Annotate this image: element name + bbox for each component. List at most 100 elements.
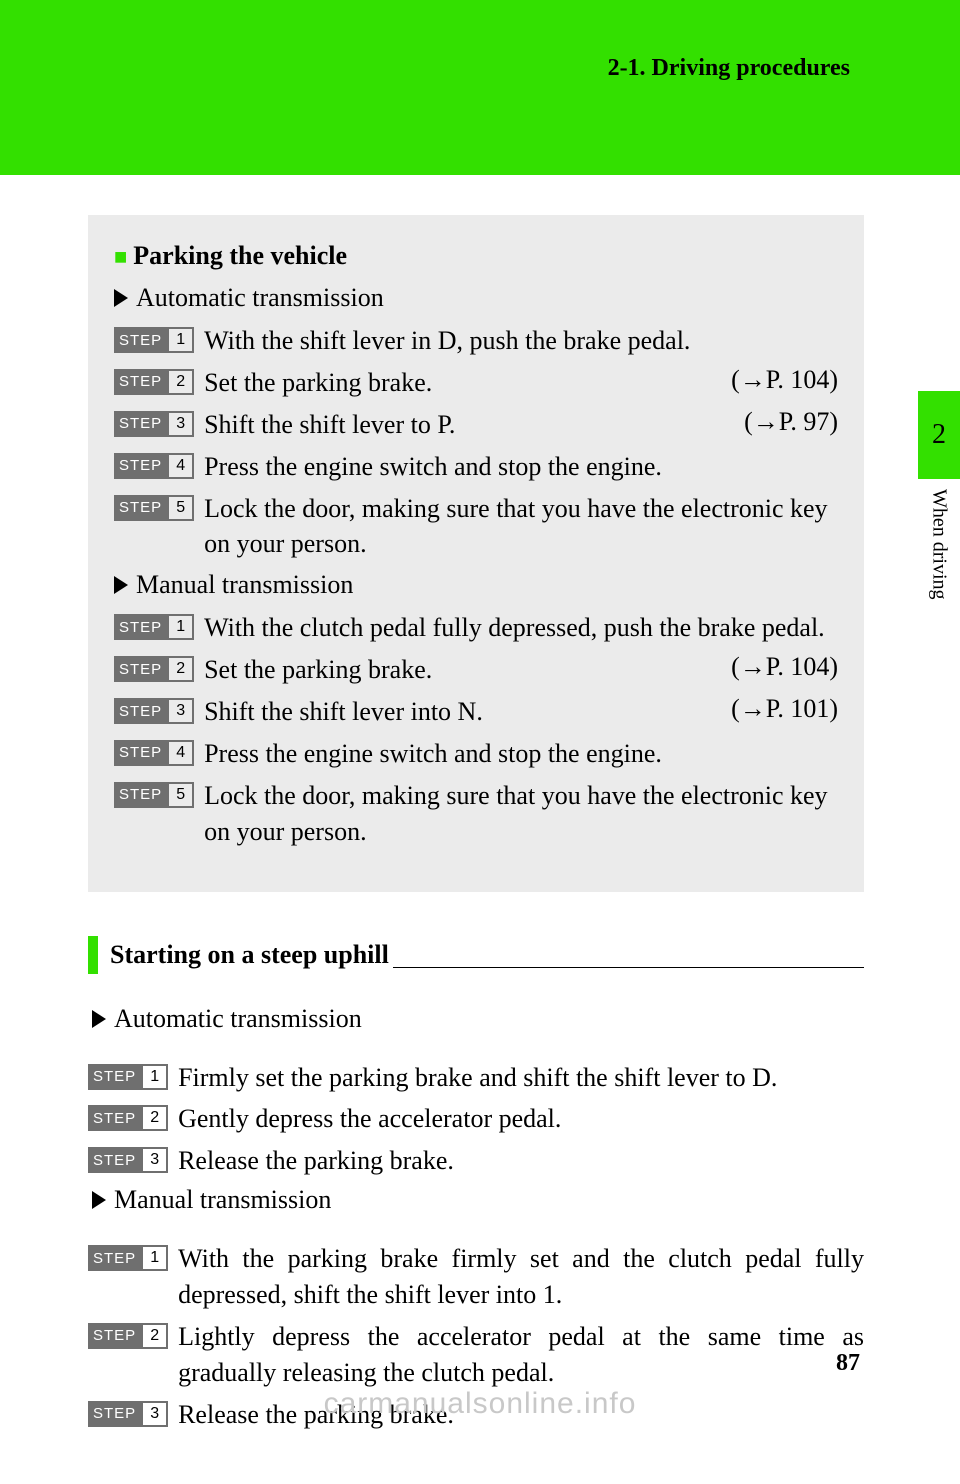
- step-text: Press the engine switch and stop the eng…: [194, 736, 838, 772]
- chapter-tab: 2: [918, 391, 960, 479]
- step-text: Set the parking brake.: [194, 652, 723, 688]
- manual-trans-text-2: Manual transmission: [114, 1185, 331, 1214]
- step-row: STEP2Lightly depress the accelerator ped…: [88, 1319, 864, 1391]
- step-number: 3: [141, 1401, 168, 1427]
- step-row: STEP4Press the engine switch and stop th…: [114, 736, 838, 772]
- triangle-icon: [92, 1010, 106, 1028]
- step-number: 3: [141, 1147, 168, 1173]
- step-row: STEP1With the clutch pedal fully depress…: [114, 610, 838, 646]
- step-row: STEP1With the shift lever in D, push the…: [114, 323, 838, 359]
- step-number: 1: [167, 614, 194, 640]
- step-badge: STEP3: [114, 698, 194, 724]
- section-title: Starting on a steep uphill: [110, 936, 389, 974]
- step-text: Set the parking brake.: [194, 365, 723, 401]
- chapter-label: When driving: [918, 485, 960, 665]
- step-badge: STEP1: [88, 1245, 168, 1271]
- step-label: STEP: [114, 740, 167, 766]
- triangle-icon: [92, 1191, 106, 1209]
- step-number: 2: [141, 1323, 168, 1349]
- step-label: STEP: [114, 495, 167, 521]
- step-number: 3: [167, 411, 194, 437]
- page-number: 87: [836, 1350, 860, 1377]
- step-row: STEP3Shift the shift lever to P.(→P. 97): [114, 407, 838, 443]
- step-number: 4: [167, 740, 194, 766]
- auto-trans-label-2: Automatic transmission: [92, 1004, 864, 1034]
- step-text: Lock the door, making sure that you have…: [194, 491, 838, 563]
- heading-rule: [393, 967, 864, 968]
- step-badge: STEP2: [88, 1105, 168, 1131]
- step-label: STEP: [88, 1105, 141, 1131]
- watermark: carmanualsonline.info: [324, 1387, 637, 1421]
- step-row: STEP1Firmly set the parking brake and sh…: [88, 1060, 864, 1096]
- step-row: STEP5Lock the door, making sure that you…: [114, 778, 838, 850]
- step-row: STEP4Press the engine switch and stop th…: [114, 449, 838, 485]
- heading-bar-icon: [88, 936, 98, 974]
- step-row: STEP2Set the parking brake.(→P. 104): [114, 365, 838, 401]
- step-label: STEP: [114, 327, 167, 353]
- step-row: STEP2Gently depress the accelerator peda…: [88, 1101, 864, 1137]
- step-label: STEP: [114, 369, 167, 395]
- step-text: With the parking brake firmly set and th…: [168, 1241, 864, 1313]
- step-number: 2: [167, 369, 194, 395]
- auto-trans-text: Automatic transmission: [136, 283, 384, 312]
- step-number: 1: [141, 1064, 168, 1090]
- step-badge: STEP5: [114, 782, 194, 808]
- step-badge: STEP5: [114, 495, 194, 521]
- step-label: STEP: [88, 1064, 141, 1090]
- step-row: STEP5Lock the door, making sure that you…: [114, 491, 838, 563]
- step-number: 5: [167, 495, 194, 521]
- step-badge: STEP2: [88, 1323, 168, 1349]
- step-number: 3: [167, 698, 194, 724]
- step-number: 5: [167, 782, 194, 808]
- triangle-icon: [114, 289, 128, 307]
- auto-trans-text-2: Automatic transmission: [114, 1004, 362, 1033]
- step-text: Lock the door, making sure that you have…: [194, 778, 838, 850]
- box-title: ■Parking the vehicle: [114, 241, 838, 271]
- step-text: With the shift lever in D, push the brak…: [194, 323, 838, 359]
- step-badge: STEP4: [114, 453, 194, 479]
- step-badge: STEP3: [88, 1147, 168, 1173]
- step-row: STEP3Shift the shift lever into N.(→P. 1…: [114, 694, 838, 730]
- parking-box: ■Parking the vehicle Automatic transmiss…: [88, 215, 864, 892]
- step-text: Lightly depress the accelerator pedal at…: [168, 1319, 864, 1391]
- section-heading: Starting on a steep uphill: [88, 936, 864, 974]
- step-label: STEP: [114, 698, 167, 724]
- page-ref: (→P. 104): [723, 652, 838, 682]
- step-badge: STEP2: [114, 656, 194, 682]
- step-row: STEP1With the parking brake firmly set a…: [88, 1241, 864, 1313]
- step-text: Press the engine switch and stop the eng…: [194, 449, 838, 485]
- step-text: Gently depress the accelerator pedal.: [168, 1101, 864, 1137]
- step-badge: STEP3: [114, 411, 194, 437]
- breadcrumb: 2-1. Driving procedures: [608, 55, 850, 82]
- step-number: 4: [167, 453, 194, 479]
- step-badge: STEP3: [88, 1401, 168, 1427]
- step-label: STEP: [114, 411, 167, 437]
- step-badge: STEP1: [114, 614, 194, 640]
- step-text: Release the parking brake.: [168, 1143, 864, 1179]
- manual-trans-label-2: Manual transmission: [92, 1185, 864, 1215]
- step-badge: STEP4: [114, 740, 194, 766]
- square-icon: ■: [114, 244, 127, 269]
- step-text: Firmly set the parking brake and shift t…: [168, 1060, 864, 1096]
- step-label: STEP: [114, 453, 167, 479]
- step-label: STEP: [114, 614, 167, 640]
- step-label: STEP: [114, 656, 167, 682]
- step-label: STEP: [88, 1245, 141, 1271]
- step-number: 1: [141, 1245, 168, 1271]
- step-badge: STEP2: [114, 369, 194, 395]
- page-ref: (→P. 97): [736, 407, 838, 437]
- step-badge: STEP1: [88, 1064, 168, 1090]
- step-row: STEP2Set the parking brake.(→P. 104): [114, 652, 838, 688]
- page-ref: (→P. 101): [723, 694, 838, 724]
- box-title-text: Parking the vehicle: [133, 241, 347, 270]
- step-number: 1: [167, 327, 194, 353]
- step-badge: STEP1: [114, 327, 194, 353]
- step-label: STEP: [88, 1323, 141, 1349]
- manual-trans-label: Manual transmission: [114, 570, 838, 600]
- step-text: Shift the shift lever to P.: [194, 407, 736, 443]
- step-label: STEP: [88, 1147, 141, 1173]
- step-row: STEP3Release the parking brake.: [88, 1143, 864, 1179]
- uphill-section: Starting on a steep uphill Automatic tra…: [88, 936, 864, 1433]
- header-band: 2-1. Driving procedures: [0, 0, 960, 175]
- step-text: With the clutch pedal fully depressed, p…: [194, 610, 838, 646]
